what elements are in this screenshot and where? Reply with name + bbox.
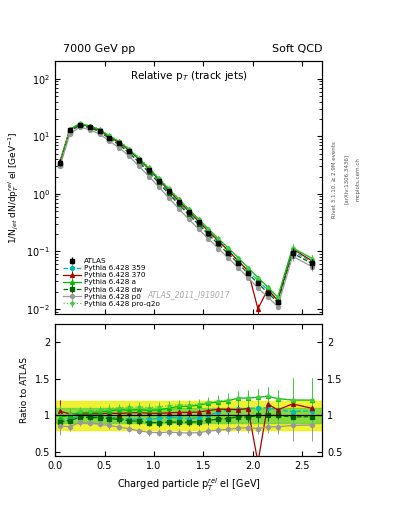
Bar (55, 401, 322, 430)
Bar (55, 408, 322, 423)
Text: mcplots.cern.ch: mcplots.cern.ch (356, 157, 361, 201)
Text: ATLAS_2011_I919017: ATLAS_2011_I919017 (147, 290, 230, 300)
X-axis label: Charged particle p$_T^{rel}$ el [GeV]: Charged particle p$_T^{rel}$ el [GeV] (117, 476, 261, 493)
Y-axis label: Ratio to ATLAS: Ratio to ATLAS (20, 357, 29, 423)
Text: [arXiv:1306.3436]: [arXiv:1306.3436] (344, 154, 349, 204)
Text: 7000 GeV pp: 7000 GeV pp (63, 44, 135, 54)
Text: Relative p$_T$ (track jets): Relative p$_T$ (track jets) (130, 69, 248, 83)
Text: Soft QCD: Soft QCD (272, 44, 322, 54)
Text: Rivet 3.1.10, ≥ 2.9M events: Rivet 3.1.10, ≥ 2.9M events (332, 141, 337, 218)
Legend: ATLAS, Pythia 6.428 359, Pythia 6.428 370, Pythia 6.428 a, Pythia 6.428 dw, Pyth: ATLAS, Pythia 6.428 359, Pythia 6.428 37… (61, 257, 161, 308)
Y-axis label: 1/N$_{jet}$ dN/dp$^{rel}_T$ el [GeV$^{-1}$]: 1/N$_{jet}$ dN/dp$^{rel}_T$ el [GeV$^{-1… (6, 132, 21, 244)
